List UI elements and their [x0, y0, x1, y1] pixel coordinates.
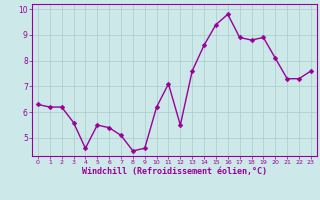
X-axis label: Windchill (Refroidissement éolien,°C): Windchill (Refroidissement éolien,°C) — [82, 167, 267, 176]
